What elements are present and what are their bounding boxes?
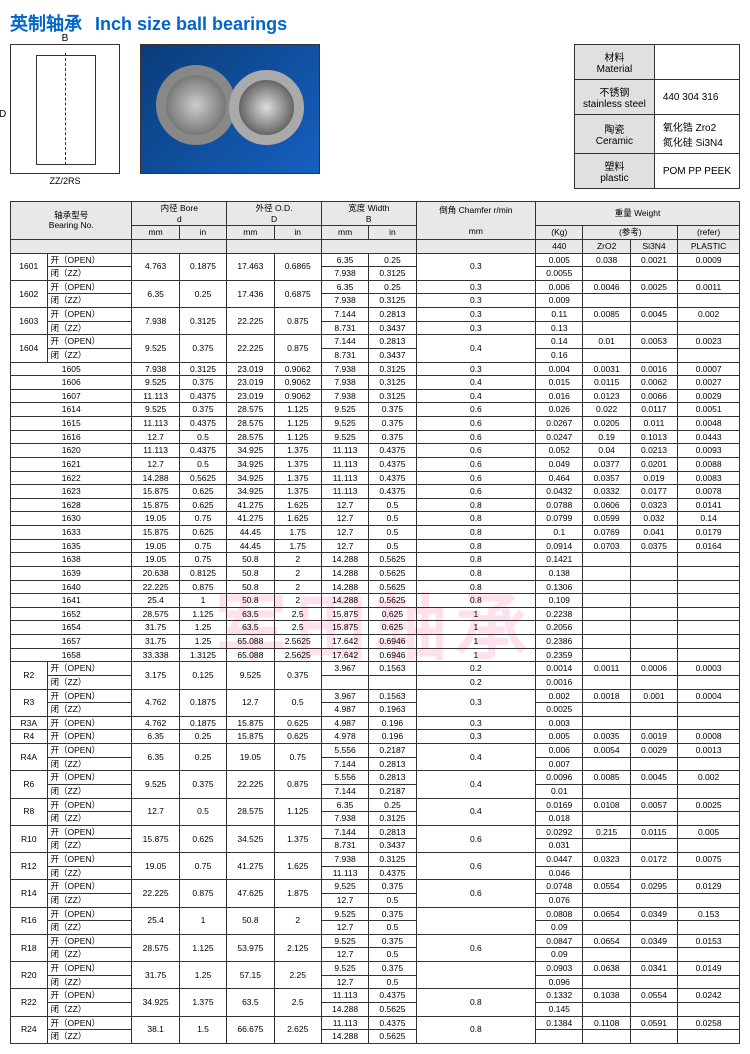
diagram-label-d: D: [0, 109, 6, 120]
title-cn: 英制轴承: [10, 14, 82, 34]
top-row: B D ZZ/2RS 材料Material不锈钢stainless steel4…: [10, 44, 740, 189]
spec-table: 轴承型号Bearing No. 内径 Bored 外径 O.D.D 宽度 Wid…: [10, 201, 740, 1044]
page-title: 英制轴承 Inch size ball bearings: [10, 10, 740, 36]
diagram-caption: ZZ/2RS: [10, 176, 120, 186]
diagram-label-b: B: [62, 33, 69, 44]
bearing-photo: [140, 44, 320, 174]
title-en: Inch size ball bearings: [95, 14, 287, 34]
material-table: 材料Material不锈钢stainless steel440 304 316陶…: [574, 44, 740, 189]
bearing-diagram: B D ZZ/2RS: [10, 44, 120, 186]
